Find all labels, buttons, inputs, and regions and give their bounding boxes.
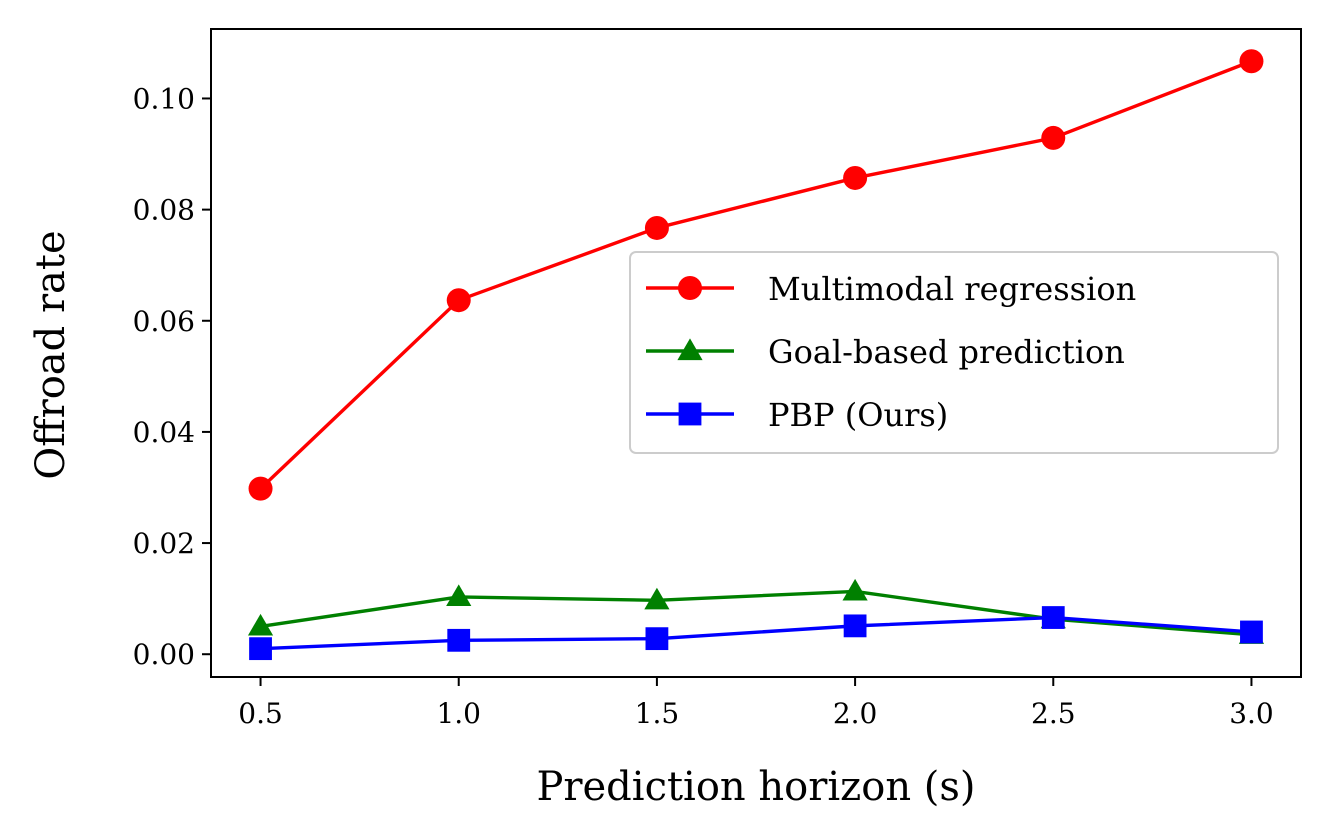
data-point-goal-based-prediction bbox=[644, 587, 670, 610]
legend-label-pbp-ours: PBP (Ours) bbox=[768, 396, 948, 434]
x-axis-title: Prediction horizon (s) bbox=[536, 764, 975, 810]
legend-marker-pbp-ours bbox=[678, 402, 702, 426]
y-tick-label: 0.10 bbox=[133, 82, 195, 115]
series-goal-based-prediction bbox=[247, 578, 1265, 644]
data-point-pbp-ours bbox=[249, 637, 272, 661]
x-tick-label: 2.0 bbox=[833, 697, 878, 730]
legend-marker-goal-based-prediction bbox=[677, 338, 703, 361]
data-point-multimodal-regression bbox=[843, 165, 868, 190]
data-point-goal-based-prediction bbox=[446, 584, 472, 607]
data-point-pbp-ours bbox=[1240, 620, 1263, 644]
legend-label-goal-based-prediction: Goal-based prediction bbox=[768, 333, 1125, 371]
data-point-multimodal-regression bbox=[1239, 49, 1264, 74]
x-tick-label: 1.0 bbox=[436, 697, 481, 730]
series-line-multimodal-regression bbox=[259, 59, 1253, 490]
x-tick-label: 3.0 bbox=[1229, 697, 1274, 730]
series-line-pbp-ours bbox=[260, 615, 1252, 651]
axes: 0.5 1.0 1.5 2.0 2.5 3.0 0.00 0.02 0.04 0.06 0.08 0.… bbox=[133, 28, 1302, 730]
data-point-pbp-ours bbox=[447, 628, 471, 652]
data-point-goal-based-prediction bbox=[247, 613, 274, 636]
plot-frame bbox=[210, 28, 1302, 678]
legend-box bbox=[629, 251, 1279, 454]
data-point-pbp-ours bbox=[1041, 606, 1065, 629]
data-point-multimodal-regression bbox=[1041, 125, 1066, 150]
data-point-goal-based-prediction bbox=[842, 578, 868, 601]
x-tick-label: 2.5 bbox=[1031, 697, 1076, 730]
y-tick-label: 0.02 bbox=[133, 527, 195, 560]
legend: Multimodal regression Goal-based predicti… bbox=[629, 251, 1279, 454]
x-tick-label: 1.5 bbox=[635, 697, 680, 730]
legend-label-multimodal-regression: Multimodal regression bbox=[768, 270, 1136, 308]
y-tick-label: 0.00 bbox=[133, 638, 195, 671]
y-tick-label: 0.08 bbox=[133, 194, 195, 227]
series-line-goal-based-prediction bbox=[260, 589, 1252, 637]
data-point-pbp-ours bbox=[645, 627, 669, 651]
data-point-pbp-ours bbox=[843, 614, 867, 638]
plot-area bbox=[247, 49, 1265, 661]
series-pbp-ours bbox=[249, 606, 1263, 661]
x-tick-label: 0.5 bbox=[238, 697, 283, 730]
y-axis-title: Offroad rate bbox=[28, 230, 74, 479]
series-multimodal-regression bbox=[248, 49, 1264, 501]
data-point-multimodal-regression bbox=[644, 215, 669, 240]
data-point-multimodal-regression bbox=[446, 288, 471, 313]
y-tick-label: 0.06 bbox=[133, 305, 195, 338]
data-point-multimodal-regression bbox=[248, 476, 273, 501]
y-tick-label: 0.04 bbox=[133, 416, 195, 449]
legend-marker-multimodal-regression bbox=[678, 276, 702, 300]
